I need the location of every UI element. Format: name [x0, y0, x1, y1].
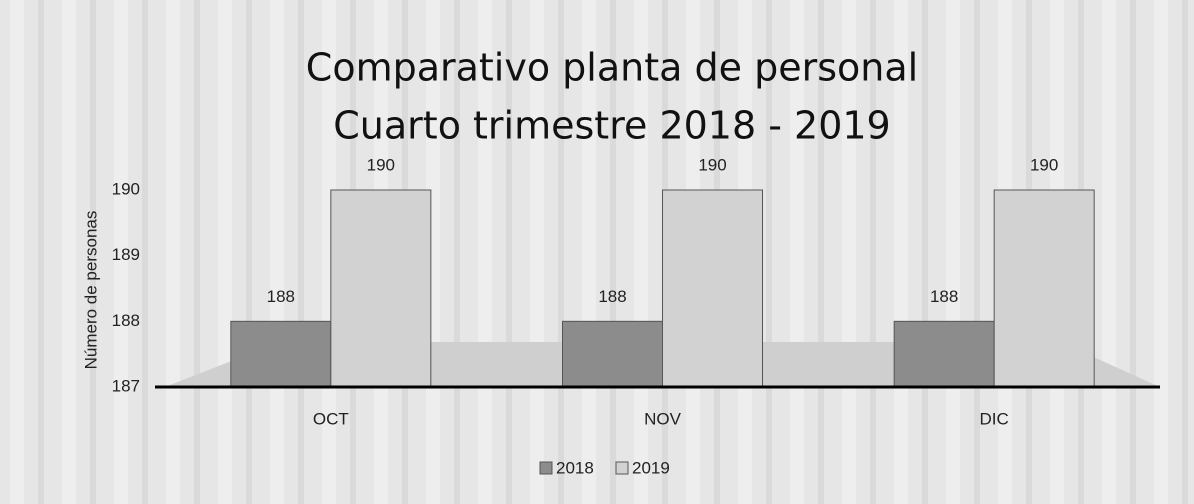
legend-swatch: [539, 461, 553, 475]
bar: [230, 320, 332, 388]
value-label: 190: [698, 155, 726, 174]
legend-swatch: [615, 461, 629, 475]
value-label: 190: [1030, 155, 1058, 174]
value-label: 188: [598, 287, 626, 306]
y-tick-label: 188: [112, 311, 140, 330]
y-tick-label: 187: [112, 376, 140, 395]
y-tick-label: 190: [112, 179, 140, 198]
bar: [662, 189, 763, 388]
legend-label: 2018: [556, 458, 594, 477]
y-axis-label: Número de personas: [81, 211, 100, 370]
value-label: 188: [267, 287, 295, 306]
bar: [562, 320, 663, 388]
legend-label: 2019: [632, 458, 670, 477]
y-tick-label: 189: [112, 245, 140, 264]
bar: [993, 189, 1095, 388]
chart-subtitle: Cuarto trimestre 2018 - 2019: [333, 104, 890, 148]
bar: [893, 320, 995, 388]
x-tick-label: NOV: [644, 409, 682, 428]
value-label: 188: [930, 287, 958, 306]
chart-title: Comparativo planta de personal: [306, 46, 918, 90]
value-label: 190: [367, 155, 395, 174]
bar: [330, 189, 432, 388]
x-tick-label: OCT: [313, 409, 349, 428]
x-tick-label: DIC: [980, 409, 1009, 428]
